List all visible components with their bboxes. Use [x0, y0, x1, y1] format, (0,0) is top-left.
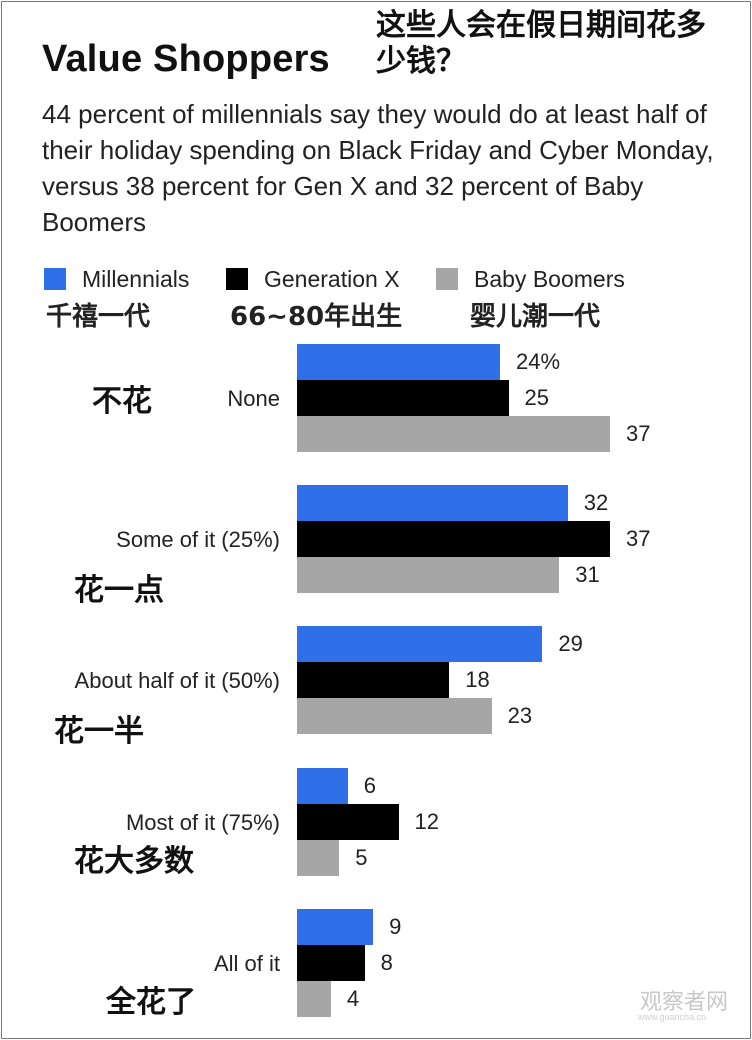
bar-4-0: [297, 909, 374, 945]
category-label-3: Most of it (75%): [125, 810, 280, 835]
category-label-1: Some of it (25%): [116, 527, 280, 552]
chart-title: Value Shoppers: [42, 38, 330, 80]
bar-2-0: [297, 626, 543, 662]
data-label-0-1: 25: [524, 385, 549, 410]
category-cn-label-2: 花一半: [54, 714, 144, 749]
data-label-0-2: 37: [626, 421, 651, 446]
legend-swatch-baby-boomers: [436, 268, 458, 290]
bar-3-0: [297, 768, 348, 804]
data-label-3-2: 5: [355, 845, 368, 870]
bar-0-0: [297, 344, 501, 380]
chart-subtitle: 44 percent of millennials say they would…: [42, 99, 714, 237]
category-cn-label-3: 花大多数: [74, 844, 194, 879]
bar-2-1: [297, 662, 450, 698]
legend-swatch-millennials: [44, 268, 66, 290]
data-label-3-0: 6: [363, 773, 376, 798]
bar-2-2: [297, 698, 492, 734]
bar-4-1: [297, 945, 365, 981]
data-label-4-2: 4: [346, 986, 360, 1011]
data-label-2-2: 23: [507, 703, 533, 728]
data-label-3-1: 12: [414, 809, 439, 834]
data-label-1-2: 31: [575, 562, 600, 587]
legend-cn-baby-boomers: 婴儿潮一代: [470, 302, 601, 332]
category-cn-label-4: 全花了: [106, 985, 196, 1020]
category-cn-label-0: 不花: [92, 384, 152, 419]
watermark-text: 观察者网: [640, 990, 729, 1015]
legend-label-baby-boomers: Baby Boomers: [474, 266, 625, 292]
data-label-2-1: 18: [465, 667, 490, 692]
bar-0-1: [297, 380, 509, 416]
bar-3-1: [297, 804, 399, 840]
chinese-title: 这些人会在假日期间花多少钱？: [376, 8, 706, 79]
category-label-2: About half of it (50%): [74, 668, 280, 693]
category-label-0: None: [227, 386, 280, 411]
legend-cn-millennials: 千禧一代: [46, 302, 151, 332]
bar-4-2: [297, 981, 331, 1017]
legend-cn-generation-x: 66~80年出生: [230, 302, 403, 332]
data-label-0-0: 24%: [516, 349, 561, 374]
data-label-4-0: 9: [389, 914, 402, 939]
data-label-2-0: 29: [558, 631, 583, 656]
legend-swatch-generation-x: [226, 268, 248, 290]
data-label-4-1: 8: [380, 950, 393, 975]
bar-1-0: [297, 485, 568, 521]
data-label-1-1: 37: [626, 526, 651, 551]
data-label-1-0: 32: [583, 490, 609, 515]
legend-label-generation-x: Generation X: [264, 266, 400, 292]
watermark-url: www.guancha.cn: [638, 1012, 707, 1022]
bar-3-2: [297, 840, 340, 876]
category-label-4: All of it: [213, 951, 280, 976]
bar-1-1: [297, 521, 611, 557]
legend-label-millennials: Millennials: [82, 266, 190, 292]
bar-0-2: [297, 416, 611, 452]
category-cn-label-1: 花一点: [74, 573, 164, 608]
bar-1-2: [297, 557, 560, 593]
